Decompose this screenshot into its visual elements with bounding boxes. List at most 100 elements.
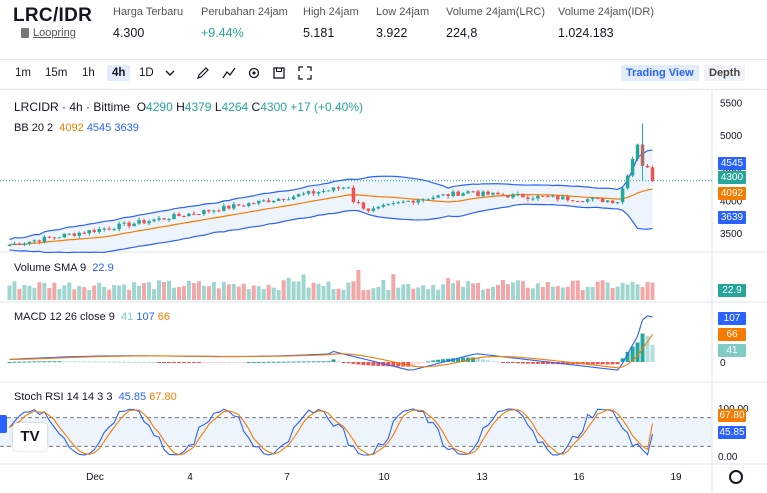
candle xyxy=(217,210,221,212)
candle xyxy=(471,191,475,193)
tradingview-logo[interactable]: TV xyxy=(13,423,47,451)
volume-bar xyxy=(122,284,127,300)
candle xyxy=(286,199,291,201)
volume-bar xyxy=(411,288,416,300)
volume-bar xyxy=(206,286,211,300)
macd-hist-bar xyxy=(630,346,635,362)
chart-settings-icon[interactable] xyxy=(729,470,743,484)
macd-hist-bar xyxy=(206,362,211,363)
candle xyxy=(366,208,371,211)
macd-hist-bar xyxy=(366,362,371,366)
volume-legend: Volume SMA 9 22.9 xyxy=(14,262,114,274)
tab-depth[interactable]: Depth xyxy=(704,65,746,81)
volume-bar xyxy=(17,288,22,300)
draw-icon[interactable] xyxy=(196,66,210,80)
fullscreen-icon[interactable] xyxy=(298,66,312,80)
macd-hist-bar xyxy=(97,361,102,363)
macd-hist-bar xyxy=(341,362,346,363)
macd-hist-bar xyxy=(147,361,152,363)
volume-bar xyxy=(436,289,441,300)
macd-hist-bar xyxy=(510,362,515,363)
macd-hist-bar xyxy=(191,362,196,363)
candle xyxy=(516,193,520,195)
candle xyxy=(446,194,450,196)
volume-bar xyxy=(321,286,326,300)
ticker-bar: LRC/IDR Loopring Harga Terbaru 4.300 Perub… xyxy=(0,0,767,54)
macd-hist-bar xyxy=(142,361,147,363)
token-link[interactable]: Loopring xyxy=(21,27,76,39)
macd-hist-bar xyxy=(456,358,461,362)
volume-bar xyxy=(401,284,406,300)
save-icon[interactable] xyxy=(272,66,286,80)
stoch-k-line xyxy=(9,408,654,456)
candle xyxy=(600,198,605,203)
macd-hist-bar xyxy=(560,362,565,365)
macd-hist-bar xyxy=(525,362,530,364)
candle xyxy=(536,195,540,199)
candle xyxy=(82,232,87,234)
volume-bar xyxy=(261,289,266,300)
candle xyxy=(12,243,17,245)
chevron-down-icon[interactable] xyxy=(163,66,177,80)
stoch-k-value: 45.85 xyxy=(118,391,147,403)
settings-icon[interactable] xyxy=(247,66,261,80)
volume-bar xyxy=(306,287,311,300)
stoch-axis-label: 0.00 xyxy=(718,452,738,463)
price-chart[interactable]: 550050004500400035000100.000.00Dec471013… xyxy=(0,90,767,493)
candle xyxy=(87,230,91,234)
volume-bar xyxy=(311,282,316,300)
macd-hist-bar xyxy=(595,362,600,365)
candle xyxy=(605,200,610,203)
macd-hist-bar xyxy=(92,361,97,363)
timeframe-15m[interactable]: 15m xyxy=(45,67,68,79)
volume-bar xyxy=(12,281,17,300)
timeframe-1h[interactable]: 1h xyxy=(82,67,95,79)
macd-hist-bar xyxy=(152,361,157,363)
timeframe-4h[interactable]: 4h xyxy=(107,65,131,81)
macd-hist-bar xyxy=(32,361,37,363)
collapse-handle[interactable] xyxy=(0,415,7,433)
volume-bar xyxy=(461,286,466,300)
macd-hist-bar xyxy=(52,361,57,363)
time-axis-label: 16 xyxy=(573,472,585,483)
stoch-band xyxy=(0,417,712,447)
volume-bar xyxy=(520,281,525,300)
volume-bar xyxy=(291,281,296,300)
indicators-icon[interactable] xyxy=(222,66,236,80)
macd-hist-bar xyxy=(246,361,251,363)
macd-hist-bar xyxy=(530,362,535,364)
stat-value: 4.300 xyxy=(113,26,145,40)
macd-hist-tag: 41 xyxy=(718,344,746,357)
volume-bar xyxy=(560,287,565,300)
candle xyxy=(491,192,495,195)
macd-hist-bar xyxy=(376,362,381,366)
candle xyxy=(466,191,470,194)
divider xyxy=(0,59,767,60)
volume-bar xyxy=(491,286,495,300)
macd-hist-bar xyxy=(72,361,77,363)
macd-tag: 107 xyxy=(718,312,746,325)
timeframe-1d[interactable]: 1D xyxy=(139,67,154,79)
candle xyxy=(566,196,570,201)
candle xyxy=(486,191,490,195)
volume-bar xyxy=(505,284,510,300)
candle xyxy=(331,187,336,191)
candle xyxy=(271,200,276,203)
candle xyxy=(251,203,256,205)
volume-bar xyxy=(157,280,162,300)
volume-bar xyxy=(625,284,630,300)
candle xyxy=(585,199,590,202)
tab-trading-view[interactable]: Trading View xyxy=(621,65,699,81)
volume-bar xyxy=(431,285,436,300)
volume-sma-value: 22.9 xyxy=(92,262,114,274)
timeframe-1m[interactable]: 1m xyxy=(15,67,31,79)
volume-bar xyxy=(97,282,102,300)
candle xyxy=(152,219,156,222)
macd-hist-bar xyxy=(406,362,411,367)
candle xyxy=(122,222,126,224)
candle xyxy=(17,243,22,245)
volume-bar xyxy=(281,280,286,300)
macd-hist-bar xyxy=(416,362,421,364)
volume-bar xyxy=(77,286,82,300)
macd-signal-line xyxy=(9,333,653,369)
